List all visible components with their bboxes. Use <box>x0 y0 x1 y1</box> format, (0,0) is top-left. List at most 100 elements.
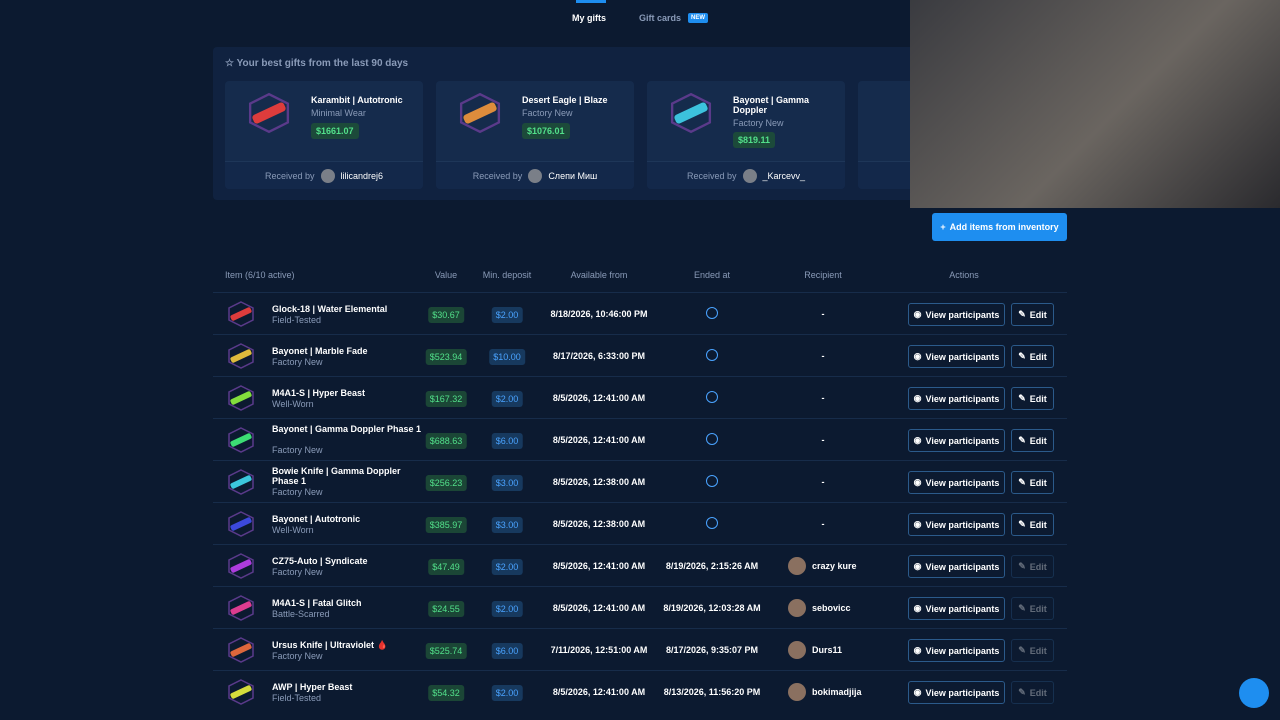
edit-button[interactable]: ✎ Edit <box>1011 387 1054 410</box>
tab-gift-cards[interactable]: Gift cards <box>639 13 682 23</box>
edit-button[interactable]: ✎ Edit <box>1011 345 1054 368</box>
recipient-name: crazy kure <box>812 561 857 571</box>
header-recipient: Recipient <box>804 270 842 280</box>
best-gifts-panel: ☆ Your best gifts from the last 90 days … <box>213 47 1056 200</box>
available-from: 8/5/2026, 12:38:00 AM <box>552 519 646 529</box>
recipient-cell: sеbovicc <box>788 599 851 617</box>
item-image <box>225 594 257 622</box>
item-icon <box>228 343 254 369</box>
edit-button[interactable]: ✎ Edit <box>1011 471 1054 494</box>
item-min-deposit: $3.00 <box>491 517 523 533</box>
edit-button[interactable]: ✎ Edit <box>1011 681 1054 704</box>
tab-my-gifts[interactable]: My gifts <box>572 13 607 23</box>
recipient-cell: bokimadjija <box>788 683 862 701</box>
item-icon <box>670 92 712 134</box>
view-participants-button[interactable]: ◉ View participants <box>908 429 1005 452</box>
chat-button[interactable] <box>1239 678 1269 708</box>
item-image <box>225 300 257 328</box>
item-image <box>225 384 257 412</box>
gift-row: CZ75-Auto | Syndicate Factory New $47.49 $2… <box>213 544 1067 586</box>
gift-name: Desert Eagle | Blaze <box>522 95 608 105</box>
view-participants-button[interactable]: ◉ View participants <box>908 639 1005 662</box>
gift-condition: Factory New <box>522 108 573 118</box>
item-min-deposit: $2.00 <box>491 685 523 701</box>
info-icon <box>706 475 718 487</box>
view-participants-button[interactable]: ◉ View participants <box>908 471 1005 494</box>
item-min-deposit: $10.00 <box>489 349 525 365</box>
ended-at: 8/19/2026, 2:15:26 AM <box>665 561 759 571</box>
edit-button[interactable]: ✎ Edit <box>1011 303 1054 326</box>
edit-label: Edit <box>1029 561 1047 572</box>
available-from: 8/18/2026, 10:46:00 PM <box>550 309 648 319</box>
item-image <box>225 468 257 496</box>
gift-name: Karambit | Autotronic <box>311 95 403 105</box>
edit-button[interactable]: ✎ Edit <box>1011 597 1054 620</box>
available-from: 8/5/2026, 12:41:00 AM <box>552 561 646 571</box>
recipient-name: Durs11 <box>812 645 843 655</box>
title-text: Your best gifts from the last 90 days <box>236 58 409 69</box>
view-participants-button[interactable]: ◉ View participants <box>908 597 1005 620</box>
recipient: - <box>821 393 825 403</box>
available-from: 8/5/2026, 12:41:00 AM <box>552 435 646 445</box>
gift-row: Bayonet | Marble Fade Factory New $523.94 $… <box>213 334 1067 376</box>
item-image <box>225 552 257 580</box>
view-participants-button[interactable]: ◉ View participants <box>908 303 1005 326</box>
edit-button[interactable]: ✎ Edit <box>1011 429 1054 452</box>
item-icon <box>228 679 254 705</box>
item-value: $24.55 <box>428 601 464 617</box>
received-label: Received by <box>472 170 523 181</box>
edit-button[interactable]: ✎ Edit <box>1011 639 1054 662</box>
view-label: View participants <box>925 477 1000 488</box>
item-min-deposit: $2.00 <box>491 601 523 617</box>
item-value: $30.67 <box>428 307 464 323</box>
view-label: View participants <box>925 309 1000 320</box>
item-image <box>225 678 257 706</box>
edit-label: Edit <box>1029 603 1047 614</box>
item-image <box>225 636 257 664</box>
view-participants-button[interactable]: ◉ View participants <box>908 387 1005 410</box>
item-value: $54.32 <box>428 685 464 701</box>
view-participants-button[interactable]: ◉ View participants <box>908 555 1005 578</box>
item-image <box>225 510 257 538</box>
webcam-overlay <box>910 0 1280 208</box>
item-icon <box>228 637 254 663</box>
gift-card: Karambit | Autotronic Minimal Wear $1661.0… <box>225 81 423 189</box>
new-badge: NEW <box>688 13 708 23</box>
gift-name: Bayonet | Gamma Doppler <box>733 95 810 115</box>
header-item: Item (6/10 active) <box>225 270 295 280</box>
item-min-deposit: $2.00 <box>491 307 523 323</box>
item-icon <box>228 301 254 327</box>
edit-button[interactable]: ✎ Edit <box>1011 555 1054 578</box>
item-name: AWP | Hyper Beast <box>272 682 353 692</box>
view-label: View participants <box>925 561 1000 572</box>
recipient: - <box>821 309 825 319</box>
edit-label: Edit <box>1029 393 1047 404</box>
edit-button[interactable]: ✎ Edit <box>1011 513 1054 536</box>
item-icon <box>228 553 254 579</box>
item-condition: Battle-Scarred <box>272 609 330 619</box>
recipient-cell: Durs11 <box>788 641 842 659</box>
view-participants-button[interactable]: ◉ View participants <box>908 345 1005 368</box>
item-name: Bowie Knife | Gamma Doppler Phase 1 <box>272 466 401 486</box>
view-label: View participants <box>925 393 1000 404</box>
item-condition: Field-Tested <box>272 315 322 325</box>
recipient-avatar <box>788 599 806 617</box>
edit-label: Edit <box>1029 687 1047 698</box>
item-value: $256.23 <box>425 475 467 491</box>
info-icon <box>706 517 718 529</box>
item-min-deposit: $2.00 <box>491 559 523 575</box>
receiver-name: lilicandrej6 <box>340 170 384 181</box>
add-items-button[interactable]: + Add items from inventory <box>932 213 1067 241</box>
item-image <box>225 426 257 454</box>
item-name: Bayonet | Autotronic <box>272 514 361 524</box>
header-value: Value <box>434 270 458 280</box>
recipient-name: bokimadjija <box>812 687 862 697</box>
view-participants-button[interactable]: ◉ View participants <box>908 681 1005 704</box>
recipient: - <box>821 477 825 487</box>
item-condition: Factory New <box>272 651 323 661</box>
avatar <box>528 168 543 183</box>
gift-row: Ursus Knife | Ultraviolet 🩸 Factory New $5… <box>213 628 1067 670</box>
view-participants-button[interactable]: ◉ View participants <box>908 513 1005 536</box>
gift-receiver: Received by Слепи Миш <box>436 161 634 189</box>
